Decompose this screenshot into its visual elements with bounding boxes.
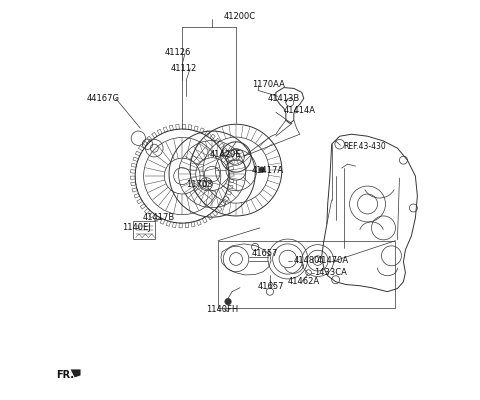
Text: 41470A: 41470A <box>316 256 348 265</box>
Circle shape <box>225 298 231 305</box>
Text: 44167G: 44167G <box>86 94 120 103</box>
Text: 41657: 41657 <box>252 249 278 258</box>
Text: 1433CA: 1433CA <box>314 268 347 277</box>
Text: 1140FH: 1140FH <box>206 305 238 314</box>
Text: 1140EJ: 1140EJ <box>122 224 151 232</box>
Bar <box>133 221 156 239</box>
Text: 41417B: 41417B <box>143 214 175 222</box>
Bar <box>218 241 396 308</box>
Text: 41657: 41657 <box>258 282 285 291</box>
Text: 41417A: 41417A <box>252 166 284 175</box>
Text: 41480: 41480 <box>294 256 320 265</box>
Text: 11703: 11703 <box>186 180 213 188</box>
Text: 41462A: 41462A <box>288 277 320 286</box>
Text: 41200C: 41200C <box>224 12 256 21</box>
Text: 41420E: 41420E <box>210 150 241 159</box>
Text: FR.: FR. <box>56 370 74 380</box>
Text: 41413B: 41413B <box>268 94 300 103</box>
Text: 41414A: 41414A <box>284 106 316 115</box>
Polygon shape <box>71 370 81 377</box>
Text: 41126: 41126 <box>164 48 191 57</box>
Text: REF.43-430: REF.43-430 <box>344 142 386 151</box>
Circle shape <box>259 167 264 172</box>
Text: 41112: 41112 <box>170 64 196 73</box>
Text: 1170AA: 1170AA <box>252 80 285 89</box>
